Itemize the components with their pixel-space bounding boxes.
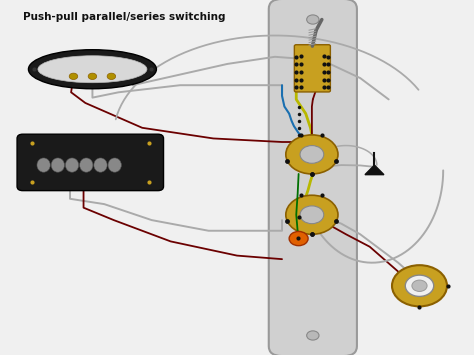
- Circle shape: [307, 331, 319, 340]
- Circle shape: [88, 73, 97, 80]
- Ellipse shape: [80, 158, 93, 172]
- Polygon shape: [365, 165, 384, 175]
- Circle shape: [286, 195, 338, 234]
- FancyBboxPatch shape: [17, 134, 164, 191]
- Circle shape: [307, 15, 319, 24]
- Ellipse shape: [38, 56, 147, 83]
- Circle shape: [300, 146, 324, 163]
- Circle shape: [289, 231, 308, 246]
- FancyBboxPatch shape: [269, 0, 357, 355]
- Ellipse shape: [108, 158, 121, 172]
- Ellipse shape: [51, 158, 64, 172]
- Circle shape: [69, 73, 78, 80]
- Circle shape: [412, 280, 427, 291]
- Text: Push-pull parallel/series switching: Push-pull parallel/series switching: [23, 12, 225, 22]
- Circle shape: [300, 206, 324, 224]
- Ellipse shape: [65, 158, 79, 172]
- Circle shape: [405, 275, 434, 296]
- Ellipse shape: [28, 50, 156, 89]
- Ellipse shape: [94, 158, 107, 172]
- Circle shape: [107, 73, 116, 80]
- Circle shape: [392, 265, 447, 306]
- Ellipse shape: [37, 158, 50, 172]
- FancyBboxPatch shape: [294, 45, 330, 92]
- Circle shape: [286, 135, 338, 174]
